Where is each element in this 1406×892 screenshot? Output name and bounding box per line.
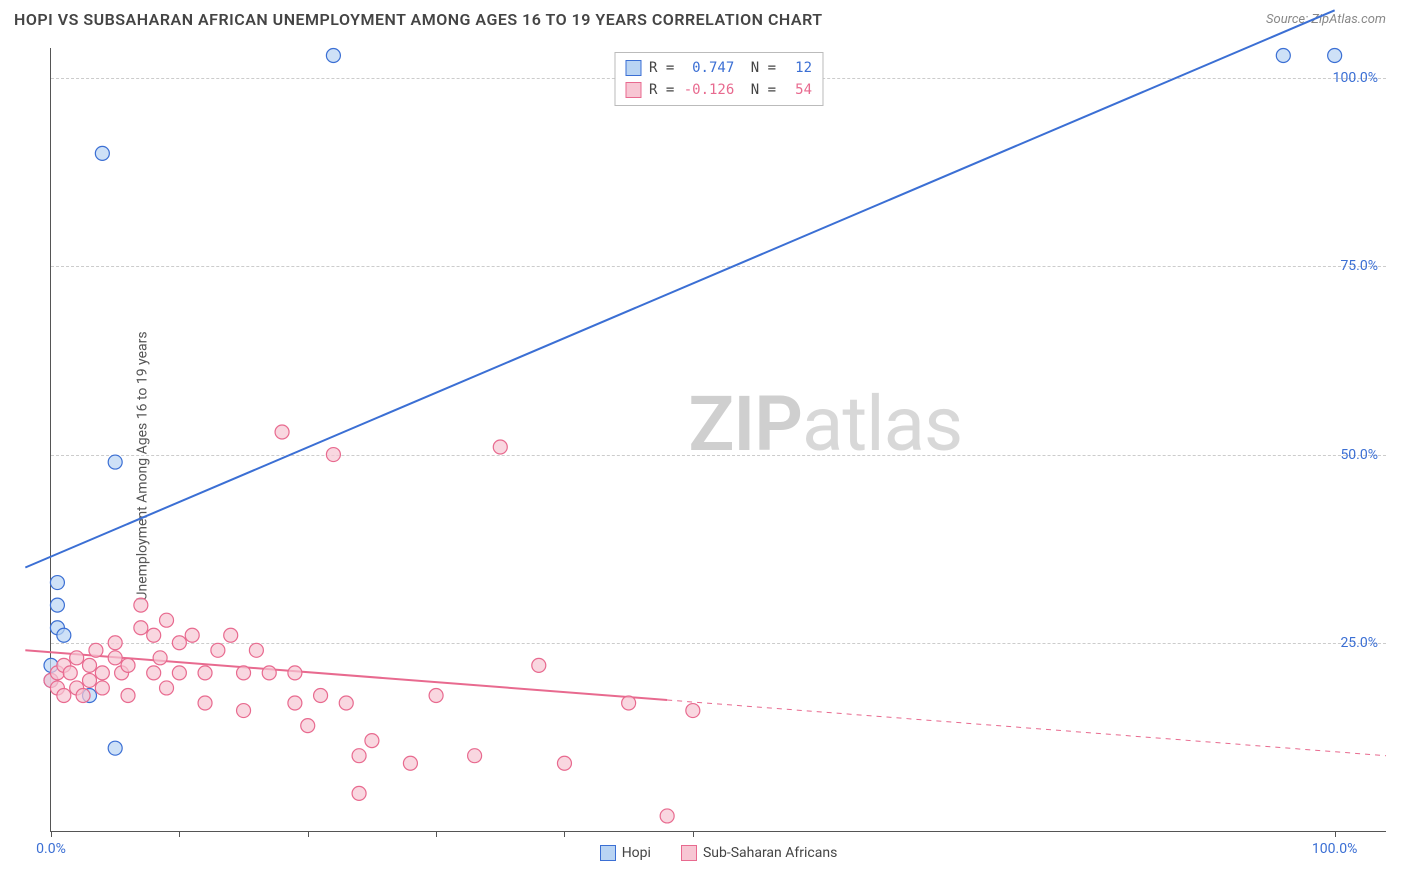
x-tick: [1335, 831, 1336, 837]
data-point: [326, 448, 340, 462]
data-point: [95, 681, 109, 695]
data-point: [57, 688, 71, 702]
legend-row: R = -0.126 N = 54: [625, 79, 812, 101]
r-label: R =: [649, 79, 674, 101]
data-point: [211, 643, 225, 657]
x-tick: [51, 831, 52, 837]
data-point: [108, 455, 122, 469]
data-point: [198, 696, 212, 710]
data-point: [429, 688, 443, 702]
correlation-legend: R = 0.747 N = 12 R = -0.126 N = 54: [614, 52, 823, 106]
r-value: 0.747: [682, 57, 734, 79]
data-point: [83, 673, 97, 687]
data-point: [493, 440, 507, 454]
data-point: [352, 749, 366, 763]
data-point: [160, 613, 174, 627]
data-point: [108, 741, 122, 755]
data-point: [224, 628, 238, 642]
data-point: [237, 704, 251, 718]
data-point: [622, 696, 636, 710]
legend-label: Hopi: [622, 845, 651, 861]
data-point: [147, 666, 161, 680]
n-value: 12: [784, 57, 812, 79]
legend-swatch: [625, 60, 641, 76]
legend-swatch: [681, 845, 697, 861]
data-point: [153, 651, 167, 665]
chart-svg: [51, 48, 1386, 831]
x-tick: [436, 831, 437, 837]
data-point: [660, 809, 674, 823]
data-point: [57, 628, 71, 642]
data-point: [314, 688, 328, 702]
x-tick-label: 100.0%: [1312, 841, 1357, 857]
data-point: [185, 628, 199, 642]
n-label: N =: [742, 57, 776, 79]
data-point: [134, 621, 148, 635]
legend-item: Sub-Saharan Africans: [681, 845, 837, 861]
data-point: [557, 756, 571, 770]
data-point: [301, 719, 315, 733]
data-point: [686, 704, 700, 718]
data-point: [121, 688, 135, 702]
data-point: [160, 681, 174, 695]
data-point: [1276, 49, 1290, 63]
r-value: -0.126: [682, 79, 734, 101]
data-point: [121, 658, 135, 672]
data-point: [249, 643, 263, 657]
chart-title: HOPI VS SUBSAHARAN AFRICAN UNEMPLOYMENT …: [14, 10, 823, 29]
data-point: [262, 666, 276, 680]
legend-row: R = 0.747 N = 12: [625, 57, 812, 79]
data-point: [198, 666, 212, 680]
data-point: [108, 651, 122, 665]
data-point: [352, 786, 366, 800]
data-point: [172, 666, 186, 680]
n-value: 54: [784, 79, 812, 101]
data-point: [63, 666, 77, 680]
data-point: [365, 734, 379, 748]
data-point: [76, 688, 90, 702]
data-point: [275, 425, 289, 439]
data-point: [70, 651, 84, 665]
plot-area: ZIPatlas R =0.747 N =12R =-0.126 N =54 H…: [50, 48, 1386, 832]
data-point: [339, 696, 353, 710]
r-label: R =: [649, 57, 674, 79]
x-tick: [308, 831, 309, 837]
trend-line-dashed: [667, 700, 1386, 756]
data-point: [50, 576, 64, 590]
chart-header: HOPI VS SUBSAHARAN AFRICAN UNEMPLOYMENT …: [0, 0, 1406, 35]
data-point: [50, 598, 64, 612]
x-tick: [564, 831, 565, 837]
data-point: [403, 756, 417, 770]
x-tick-label: 0.0%: [36, 841, 66, 857]
data-point: [134, 598, 148, 612]
legend-label: Sub-Saharan Africans: [703, 845, 837, 861]
data-point: [108, 636, 122, 650]
data-point: [237, 666, 251, 680]
data-point: [288, 666, 302, 680]
data-point: [288, 696, 302, 710]
data-point: [172, 636, 186, 650]
data-point: [95, 146, 109, 160]
data-point: [147, 628, 161, 642]
data-point: [83, 658, 97, 672]
x-tick: [179, 831, 180, 837]
data-point: [532, 658, 546, 672]
data-point: [1328, 49, 1342, 63]
data-point: [89, 643, 103, 657]
data-point: [326, 49, 340, 63]
data-point: [468, 749, 482, 763]
legend-item: Hopi: [600, 845, 651, 861]
n-label: N =: [742, 79, 776, 101]
legend-swatch: [600, 845, 616, 861]
data-point: [95, 666, 109, 680]
x-tick: [693, 831, 694, 837]
legend-swatch: [625, 82, 641, 98]
chart-container: Unemployment Among Ages 16 to 19 years Z…: [0, 40, 1406, 892]
series-legend: Hopi Sub-Saharan Africans: [51, 845, 1386, 861]
